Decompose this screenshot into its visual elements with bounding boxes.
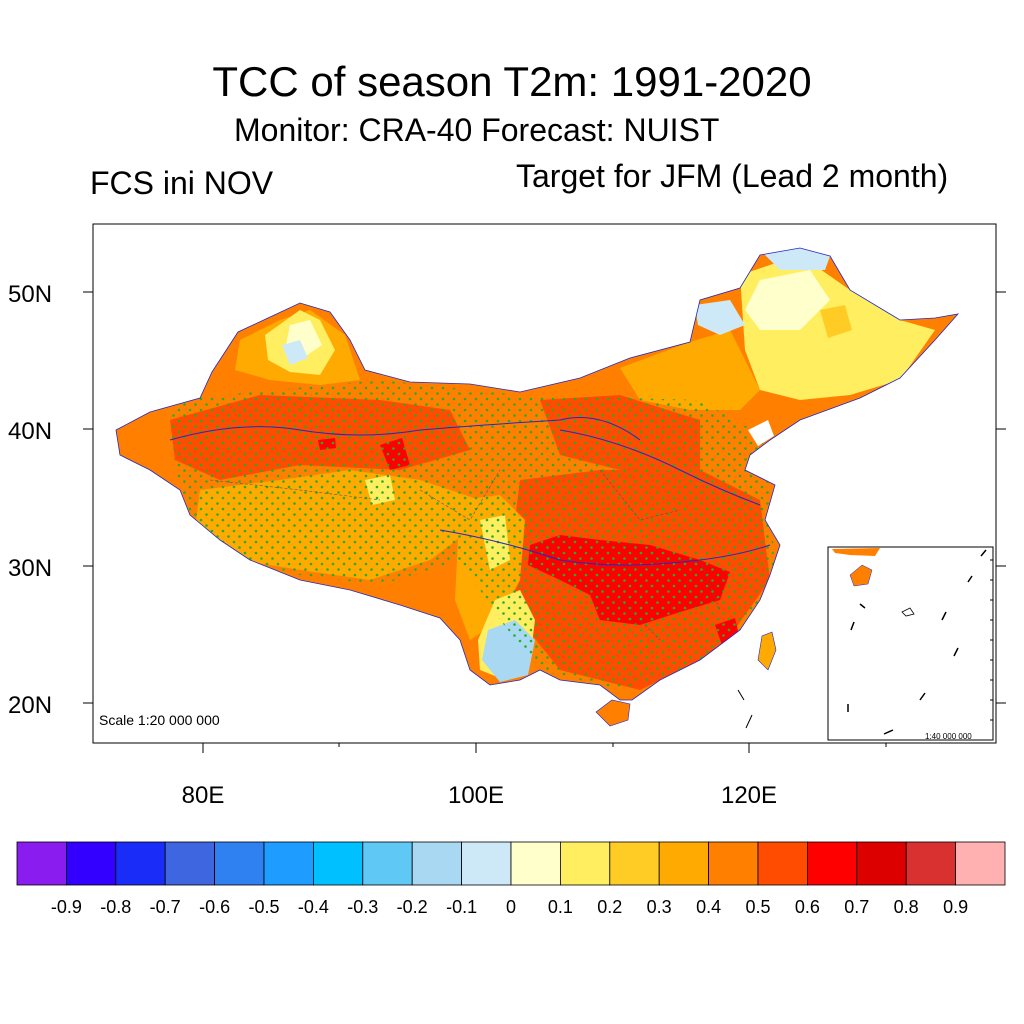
- colorbar-tick-label: -0.2: [397, 897, 428, 917]
- colorbar-swatch: [115, 841, 166, 886]
- lon-label-100e: 100E: [448, 782, 504, 809]
- colorbar-tick-label: 0.7: [844, 897, 869, 917]
- colorbar-tick-label: -0.7: [150, 897, 181, 917]
- colorbar-swatch: [510, 841, 561, 886]
- colorbar-tick-label: 0.1: [548, 897, 573, 917]
- colorbar-swatch: [362, 841, 413, 886]
- inset-scale-label: 1:40 000 000: [925, 732, 972, 741]
- axis-ticks: [83, 291, 1006, 753]
- lat-label-20n: 20N: [8, 692, 52, 719]
- colorbar-swatch: [164, 841, 215, 886]
- colorbar-swatch: [461, 841, 512, 886]
- hainan-island: [595, 699, 631, 727]
- colorbar-tick-label: 0.9: [943, 897, 968, 917]
- colorbar-swatch: [263, 841, 314, 886]
- colorbar-swatch: [560, 841, 611, 886]
- colorbar-tick-label: -0.3: [347, 897, 378, 917]
- lat-label-40n: 40N: [8, 418, 52, 445]
- colorbar-tick-label: -0.9: [51, 897, 82, 917]
- colorbar-labels: -0.9 -0.8 -0.7 -0.6 -0.5 -0.4 -0.3 -0.2 -0.1 0 0.1…: [51, 897, 968, 917]
- colorbar-swatch: [609, 841, 660, 886]
- colorbar-tick-label: 0.5: [745, 897, 770, 917]
- china-correlation-field: [115, 247, 960, 729]
- colorbar-tick-label: 0.8: [894, 897, 919, 917]
- initialization-label: FCS ini NOV: [90, 165, 274, 201]
- lat-label-30n: 30N: [8, 555, 52, 582]
- colorbar-tick-label: -0.8: [100, 897, 131, 917]
- colorbar-swatch: [16, 841, 67, 886]
- colorbar-tick-label: -0.1: [446, 897, 477, 917]
- colorbar-swatch: [312, 841, 364, 886]
- colorbar-swatch: [214, 841, 265, 886]
- colorbar-swatch: [905, 841, 957, 886]
- map-subtitle: Monitor: CRA-40 Forecast: NUIST: [234, 112, 720, 148]
- colorbar-swatch: [66, 841, 117, 886]
- colorbar-swatch: [411, 841, 463, 886]
- colorbar-tick-label: -0.5: [248, 897, 279, 917]
- inset-map: 1:40 000 000: [827, 546, 994, 741]
- target-label: Target for JFM (Lead 2 month): [516, 158, 949, 194]
- colorbar-tick-label: 0.3: [647, 897, 672, 917]
- lat-label-50n: 50N: [8, 281, 52, 308]
- colorbar-tick-label: -0.4: [298, 897, 329, 917]
- colorbar-swatch: [955, 841, 1006, 886]
- colorbar-tick-label: 0: [506, 897, 516, 917]
- colorbar-tick-label: -0.6: [199, 897, 230, 917]
- lon-label-120e: 120E: [721, 782, 777, 809]
- colorbar-tick-label: 0.6: [795, 897, 820, 917]
- colorbar-swatch: [658, 841, 710, 886]
- scale-label: Scale 1:20 000 000: [99, 712, 220, 728]
- lon-label-80e: 80E: [182, 782, 225, 809]
- colorbar-swatch: [856, 841, 907, 886]
- taiwan-island: [757, 631, 777, 671]
- colorbar-tick-label: 0.2: [597, 897, 622, 917]
- colorbar-swatch: [757, 841, 808, 886]
- colorbar: [16, 841, 1006, 886]
- colorbar-swatch: [807, 841, 858, 886]
- colorbar-swatch: [708, 841, 759, 886]
- map-title: TCC of season T2m: 1991-2020: [212, 58, 812, 105]
- colorbar-tick-label: 0.4: [696, 897, 721, 917]
